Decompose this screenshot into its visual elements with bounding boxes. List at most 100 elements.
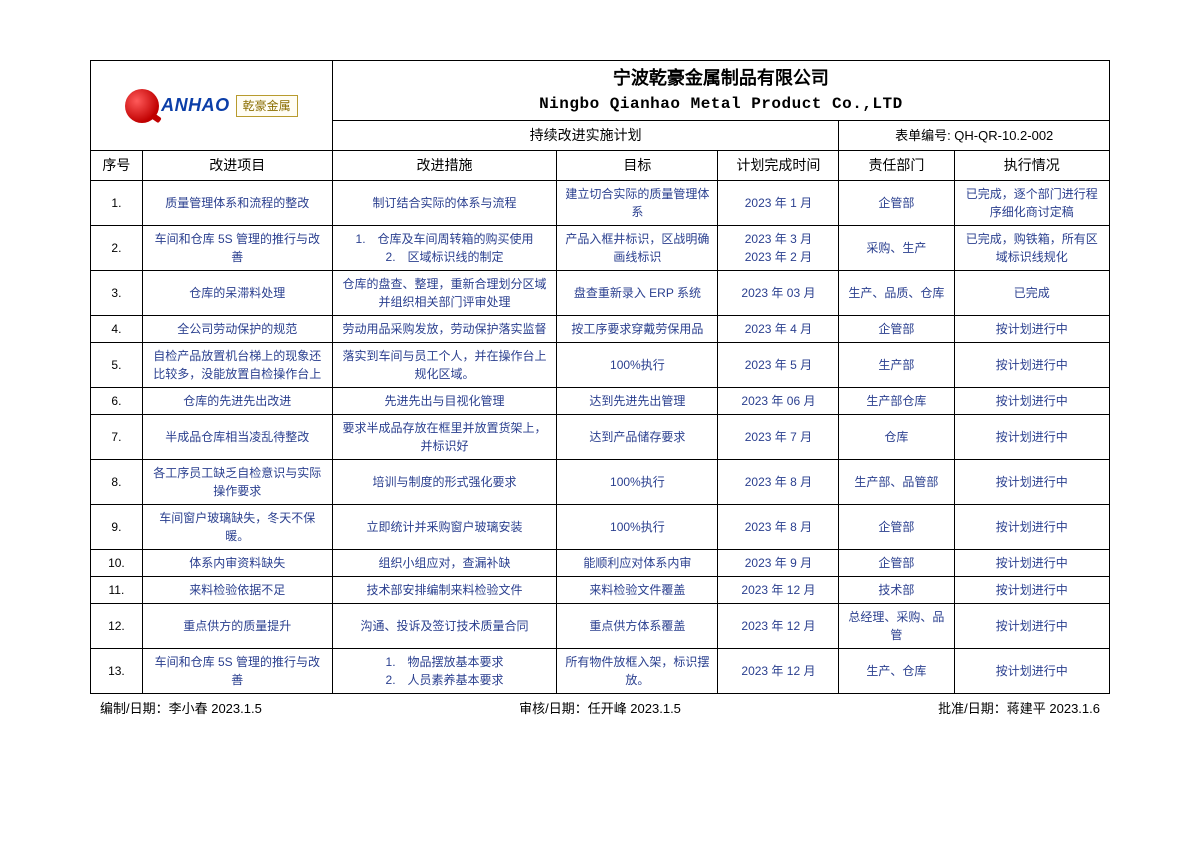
- cell-status: 按计划进行中: [954, 577, 1110, 604]
- cell-dept: 生产部: [839, 343, 954, 388]
- cell-target: 达到先进先出管理: [557, 388, 718, 415]
- cell-dept: 企管部: [839, 505, 954, 550]
- table-row: 3.仓库的呆滞料处理仓库的盘查、整理，重新合理划分区域并组织相关部门评审处理盘查…: [91, 271, 1110, 316]
- table-row: 11.来料检验依据不足技术部安排编制来料检验文件来料检验文件覆盖2023 年 1…: [91, 577, 1110, 604]
- cell-date: 2023 年 8 月: [718, 505, 839, 550]
- cell-item: 半成品仓库相当凌乱待整改: [142, 415, 332, 460]
- cell-measure: 立即统计并釆购窗户玻璃安装: [332, 505, 557, 550]
- cell-date: 2023 年 06 月: [718, 388, 839, 415]
- cell-measure: 沟通、投诉及签订技术质量合同: [332, 604, 557, 649]
- cell-seq: 3.: [91, 271, 143, 316]
- logo-brand-cn: 乾豪金属: [236, 95, 298, 117]
- cell-date: 2023 年 12 月: [718, 604, 839, 649]
- table-row: 7.半成品仓库相当凌乱待整改要求半成品存放在框里并放置货架上，并标识好达到产品储…: [91, 415, 1110, 460]
- logo-brand-en: ANHAO: [161, 92, 230, 119]
- cell-seq: 11.: [91, 577, 143, 604]
- table-row: 9.车间窗户玻璃缺失，冬天不保暖。立即统计并釆购窗户玻璃安装100%执行2023…: [91, 505, 1110, 550]
- cell-target: 产品入框井标识，区战明确画线标识: [557, 226, 718, 271]
- cell-measure: 劳动用品采购发放，劳动保护落实监督: [332, 316, 557, 343]
- cell-measure: 1. 仓库及车间周转箱的购买使用2. 区域标识线的制定: [332, 226, 557, 271]
- cell-status: 按计划进行中: [954, 388, 1110, 415]
- cell-item: 体系内审资料缺失: [142, 550, 332, 577]
- cell-date: 2023 年 3 月2023 年 2 月: [718, 226, 839, 271]
- cell-target: 盘查重新录入 ERP 系统: [557, 271, 718, 316]
- col-status: 执行情况: [954, 151, 1110, 181]
- cell-status: 按计划进行中: [954, 460, 1110, 505]
- cell-target: 按工序要求穿戴劳保用品: [557, 316, 718, 343]
- cell-date: 2023 年 7 月: [718, 415, 839, 460]
- cell-status: 按计划进行中: [954, 343, 1110, 388]
- header-row-1: ANHAO 乾豪金属 宁波乾豪金属制品有限公司 Ningbo Qianhao M…: [91, 61, 1110, 121]
- cell-dept: 企管部: [839, 550, 954, 577]
- cell-seq: 7.: [91, 415, 143, 460]
- cell-target: 100%执行: [557, 460, 718, 505]
- cell-dept: 采购、生产: [839, 226, 954, 271]
- table-row: 13.车间和仓库 5S 管理的推行与改善1. 物品摆放基本要求2. 人员素养基本…: [91, 649, 1110, 694]
- cell-seq: 1.: [91, 181, 143, 226]
- cell-dept: 技术部: [839, 577, 954, 604]
- doc-subtitle: 持续改进实施计划: [332, 121, 839, 151]
- column-header-row: 序号 改进项目 改进措施 目标 计划完成时间 责任部门 执行情况: [91, 151, 1110, 181]
- table-row: 4.全公司劳动保护的规范劳动用品采购发放，劳动保护落实监督按工序要求穿戴劳保用品…: [91, 316, 1110, 343]
- cell-status: 已完成，购铁箱，所有区域标识线规化: [954, 226, 1110, 271]
- logo-icon: [125, 89, 159, 123]
- cell-status: 按计划进行中: [954, 604, 1110, 649]
- cell-item: 车间和仓库 5S 管理的推行与改善: [142, 226, 332, 271]
- cell-seq: 2.: [91, 226, 143, 271]
- cell-item: 重点供方的质量提升: [142, 604, 332, 649]
- cell-measure: 落实到车间与员工个人，并在操作台上规化区域。: [332, 343, 557, 388]
- cell-date: 2023 年 1 月: [718, 181, 839, 226]
- cell-status: 按计划进行中: [954, 316, 1110, 343]
- cell-item: 车间窗户玻璃缺失，冬天不保暖。: [142, 505, 332, 550]
- cell-dept: 总经理、采购、品管: [839, 604, 954, 649]
- cell-measure: 组织小组应对，查漏补缺: [332, 550, 557, 577]
- footer: 编制/日期：李小春 2023.1.5 审核/日期：任开峰 2023.1.5 批准…: [90, 694, 1110, 717]
- cell-date: 2023 年 8 月: [718, 460, 839, 505]
- plan-table: ANHAO 乾豪金属 宁波乾豪金属制品有限公司 Ningbo Qianhao M…: [90, 60, 1110, 694]
- cell-status: 按计划进行中: [954, 649, 1110, 694]
- cell-measure: 仓库的盘查、整理，重新合理划分区域并组织相关部门评审处理: [332, 271, 557, 316]
- cell-dept: 仓库: [839, 415, 954, 460]
- cell-dept: 生产部仓库: [839, 388, 954, 415]
- cell-measure: 培训与制度的形式强化要求: [332, 460, 557, 505]
- col-seq: 序号: [91, 151, 143, 181]
- cell-target: 100%执行: [557, 343, 718, 388]
- col-item: 改进项目: [142, 151, 332, 181]
- cell-target: 重点供方体系覆盖: [557, 604, 718, 649]
- cell-date: 2023 年 9 月: [718, 550, 839, 577]
- cell-measure: 技术部安排编制来料检验文件: [332, 577, 557, 604]
- cell-measure: 1. 物品摆放基本要求2. 人员素养基本要求: [332, 649, 557, 694]
- table-row: 10.体系内审资料缺失组织小组应对，查漏补缺能顺利应对体系内审2023 年 9 …: [91, 550, 1110, 577]
- cell-item: 各工序员工缺乏自检意识与实际操作要求: [142, 460, 332, 505]
- cell-measure: 要求半成品存放在框里并放置货架上，并标识好: [332, 415, 557, 460]
- footer-prepared: 编制/日期：李小春 2023.1.5: [100, 698, 262, 717]
- cell-dept: 生产部、品管部: [839, 460, 954, 505]
- cell-seq: 9.: [91, 505, 143, 550]
- cell-seq: 4.: [91, 316, 143, 343]
- cell-item: 车间和仓库 5S 管理的推行与改善: [142, 649, 332, 694]
- cell-seq: 8.: [91, 460, 143, 505]
- table-row: 6.仓库的先进先出改进先进先出与目视化管理达到先进先出管理2023 年 06 月…: [91, 388, 1110, 415]
- cell-measure: 先进先出与目视化管理: [332, 388, 557, 415]
- cell-date: 2023 年 03 月: [718, 271, 839, 316]
- cell-seq: 10.: [91, 550, 143, 577]
- cell-target: 所有物件放框入架，标识摆放。: [557, 649, 718, 694]
- company-cn: 宁波乾豪金属制品有限公司: [339, 65, 1103, 92]
- cell-status: 按计划进行中: [954, 550, 1110, 577]
- table-row: 1.质量管理体系和流程的整改制订结合实际的体系与流程建立切合实际的质量管理体系2…: [91, 181, 1110, 226]
- cell-item: 全公司劳动保护的规范: [142, 316, 332, 343]
- cell-item: 来料检验依据不足: [142, 577, 332, 604]
- cell-item: 仓库的呆滞料处理: [142, 271, 332, 316]
- company-en: Ningbo Qianhao Metal Product Co.,LTD: [339, 92, 1103, 116]
- col-target: 目标: [557, 151, 718, 181]
- col-dept: 责任部门: [839, 151, 954, 181]
- table-row: 12.重点供方的质量提升沟通、投诉及签订技术质量合同重点供方体系覆盖2023 年…: [91, 604, 1110, 649]
- cell-date: 2023 年 4 月: [718, 316, 839, 343]
- footer-approved: 批准/日期：蒋建平 2023.1.6: [938, 698, 1100, 717]
- cell-dept: 企管部: [839, 181, 954, 226]
- footer-reviewed: 审核/日期：任开峰 2023.1.5: [519, 698, 681, 717]
- cell-status: 按计划进行中: [954, 505, 1110, 550]
- col-date: 计划完成时间: [718, 151, 839, 181]
- table-row: 2.车间和仓库 5S 管理的推行与改善1. 仓库及车间周转箱的购买使用2. 区域…: [91, 226, 1110, 271]
- form-number: 表单编号: QH-QR-10.2-002: [839, 121, 1110, 151]
